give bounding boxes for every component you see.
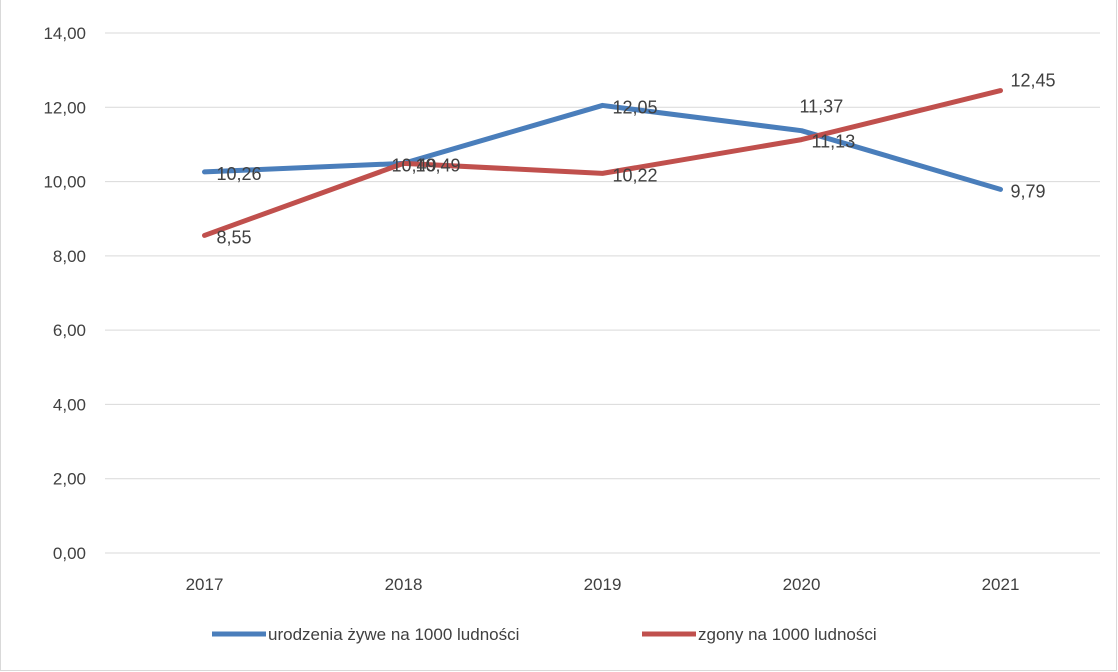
data-label: 12,45 [1011, 71, 1056, 91]
y-tick-label: 0,00 [53, 544, 86, 563]
series-lines [202, 88, 1003, 238]
y-tick-label: 6,00 [53, 321, 86, 340]
y-axis-labels: 0,00 2,00 4,00 6,00 8,00 10,00 12,00 14,00 [43, 24, 86, 563]
data-label: 11,37 [800, 97, 844, 117]
data-label: 12,05 [613, 97, 658, 117]
data-label: 8,55 [217, 227, 252, 247]
x-tick-label: 2019 [584, 575, 622, 594]
data-label: 10,22 [613, 165, 658, 185]
y-tick-label: 10,00 [43, 173, 86, 192]
x-tick-label: 2021 [982, 575, 1020, 594]
y-tick-label: 2,00 [53, 470, 86, 489]
y-tick-label: 14,00 [43, 24, 86, 43]
gridlines [105, 32, 1100, 554]
x-tick-label: 2017 [186, 575, 224, 594]
data-label: 10,26 [217, 164, 262, 184]
series-line-2 [202, 88, 1003, 238]
x-tick-label: 2018 [385, 575, 423, 594]
series-line-1 [202, 102, 1003, 192]
data-label: 10,49 [392, 155, 437, 175]
x-axis-labels: 2017 2018 2019 2020 2021 [186, 575, 1020, 594]
legend-label: zgony na 1000 ludności [698, 625, 877, 644]
y-tick-label: 4,00 [53, 395, 86, 414]
y-tick-label: 8,00 [53, 247, 86, 266]
data-label: 10,49 [416, 155, 461, 175]
x-tick-label: 2020 [783, 575, 821, 594]
data-labels: 10,26 10,49 12,05 11,37 9,79 8,55 10,49 10,22 11… [217, 71, 1056, 248]
data-label: 11,13 [812, 132, 856, 152]
legend-label: urodzenia żywe na 1000 ludności [268, 625, 519, 644]
legend: urodzenia żywe na 1000 ludności zgony na … [212, 625, 877, 644]
data-label: 9,79 [1011, 181, 1046, 201]
y-tick-label: 12,00 [43, 98, 86, 117]
